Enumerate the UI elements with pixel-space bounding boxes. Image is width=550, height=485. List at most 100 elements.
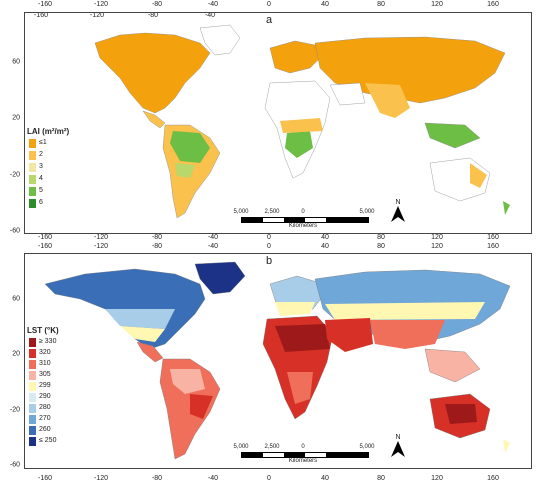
lon-tick-top: 0 bbox=[267, 243, 271, 250]
legend-label: 270 bbox=[39, 415, 51, 422]
lst-map bbox=[44, 261, 511, 460]
legend-swatch bbox=[29, 151, 36, 160]
legend-swatch bbox=[29, 404, 36, 413]
lon-tick-top: -40 bbox=[207, 243, 219, 250]
scale-label: 0 bbox=[301, 444, 305, 450]
lon-tick-top: 40 bbox=[321, 1, 329, 8]
legend-swatch bbox=[29, 360, 36, 369]
legend-swatch bbox=[29, 349, 36, 358]
lon-tick-bottom: -160 bbox=[37, 475, 53, 482]
legend-label: 320 bbox=[39, 349, 51, 356]
legend-swatch bbox=[29, 139, 36, 148]
lon-tick-bottom: 0 bbox=[267, 234, 271, 241]
scale-label: 2,500 bbox=[264, 209, 280, 215]
lon-tick-bottom: -40 bbox=[207, 475, 219, 482]
greenland-landmass bbox=[199, 24, 241, 56]
north-arrow-icon bbox=[391, 441, 405, 457]
lon-tick-top: 160 bbox=[487, 1, 499, 8]
legend-label: 2 bbox=[39, 151, 43, 158]
lon-tick-bottom: 80 bbox=[377, 475, 385, 482]
scale-unit: Kilometers bbox=[288, 458, 318, 464]
panel-label-b: b bbox=[265, 255, 273, 267]
lon-tick-top: 40 bbox=[321, 243, 329, 250]
lon-tick-top: 120 bbox=[431, 1, 443, 8]
lat-tick: 20 bbox=[12, 114, 20, 122]
north-label: N bbox=[395, 199, 401, 206]
lon-tick-top: -40 bbox=[207, 1, 219, 8]
lon-tick-top: 160 bbox=[487, 243, 499, 250]
lon-tick-bottom: -40 bbox=[207, 234, 219, 241]
lon-tick-top: -160 bbox=[37, 1, 53, 8]
scale-bar bbox=[241, 452, 369, 458]
lon-tick-bottom: 40 bbox=[321, 475, 329, 482]
lon-tick-top: 80 bbox=[377, 1, 385, 8]
north-arrow-icon bbox=[391, 206, 405, 222]
lat-tick: -60 bbox=[9, 227, 20, 235]
lon-tick-bottom: 40 bbox=[321, 234, 329, 241]
north-america-landmass bbox=[94, 32, 211, 114]
legend-swatch bbox=[29, 187, 36, 196]
legend-swatch bbox=[29, 199, 36, 208]
legend-swatch bbox=[29, 338, 36, 347]
scale-bar bbox=[241, 217, 369, 223]
lon-tick-bottom: 120 bbox=[431, 234, 443, 241]
lon-tick-top: 80 bbox=[377, 243, 385, 250]
scale-unit: Kilometers bbox=[288, 223, 318, 229]
legend-swatch bbox=[29, 382, 36, 391]
lon-tick-bottom: 160 bbox=[487, 475, 499, 482]
legend-label: 5 bbox=[39, 187, 43, 194]
legend-swatch bbox=[29, 437, 36, 446]
legend-label: 4 bbox=[39, 175, 43, 182]
lon-tick-top: -120 bbox=[93, 1, 109, 8]
lai-map-panel: -160 -120 -80 -40 a LAI (m²/m²) ≤1 2 3 4 5 6 … bbox=[24, 12, 532, 234]
lon-tick-bottom: 0 bbox=[267, 475, 271, 482]
lon-tick-top: -80 bbox=[147, 12, 159, 19]
scale-label: 0 bbox=[301, 209, 305, 215]
scale-label: 2,500 bbox=[264, 444, 280, 450]
lon-tick-top: -80 bbox=[151, 1, 163, 8]
legend-swatch bbox=[29, 371, 36, 380]
legend-label: 299 bbox=[39, 382, 51, 389]
lon-tick-bottom: 160 bbox=[487, 234, 499, 241]
legend-label: 260 bbox=[39, 426, 51, 433]
legend-swatch bbox=[29, 163, 36, 172]
panel-label-a: a bbox=[265, 14, 273, 26]
greenland-landmass bbox=[194, 261, 246, 295]
legend-label: 3 bbox=[39, 163, 43, 170]
north-label: N bbox=[395, 434, 401, 441]
legend-label: 310 bbox=[39, 360, 51, 367]
legend-label: 290 bbox=[39, 393, 51, 400]
legend-label: ≤1 bbox=[39, 139, 47, 146]
lai-map bbox=[94, 24, 510, 219]
scale-label: 5,000 bbox=[359, 209, 375, 215]
scale-label: 5,000 bbox=[233, 444, 249, 450]
lon-tick-top: 120 bbox=[431, 243, 443, 250]
lon-tick-bottom: -160 bbox=[37, 234, 53, 241]
lat-tick: -20 bbox=[9, 171, 20, 179]
lon-tick-top: -160 bbox=[33, 12, 49, 19]
lon-tick-bottom: 80 bbox=[377, 234, 385, 241]
lon-tick-bottom: -80 bbox=[151, 234, 163, 241]
legend-label: 305 bbox=[39, 371, 51, 378]
north-arrow: N bbox=[391, 199, 405, 224]
legend-label: ≤ 250 bbox=[39, 437, 57, 444]
north-arrow: N bbox=[391, 434, 405, 459]
lon-tick-top: -120 bbox=[89, 12, 105, 19]
legend-label: 280 bbox=[39, 404, 51, 411]
lat-tick: -20 bbox=[9, 406, 20, 414]
lon-tick-top: -40 bbox=[204, 12, 216, 19]
lst-map-panel: b LST (°K) ≥ 330 320 310 305 299 290 280 270 260… bbox=[24, 253, 532, 469]
lon-tick-bottom: 120 bbox=[431, 475, 443, 482]
lon-tick-bottom: -120 bbox=[93, 475, 109, 482]
lat-tick: 60 bbox=[12, 58, 20, 66]
lat-tick: -60 bbox=[9, 461, 20, 469]
lai-legend-title: LAI (m²/m²) bbox=[27, 127, 70, 136]
europe-landmass bbox=[269, 40, 321, 74]
legend-swatch bbox=[29, 426, 36, 435]
lon-tick-bottom: -80 bbox=[151, 475, 163, 482]
lon-tick-bottom: -120 bbox=[93, 234, 109, 241]
scale-label: 5,000 bbox=[359, 444, 375, 450]
lat-tick: 20 bbox=[12, 350, 20, 358]
legend-swatch bbox=[29, 415, 36, 424]
lat-tick: 60 bbox=[12, 295, 20, 303]
